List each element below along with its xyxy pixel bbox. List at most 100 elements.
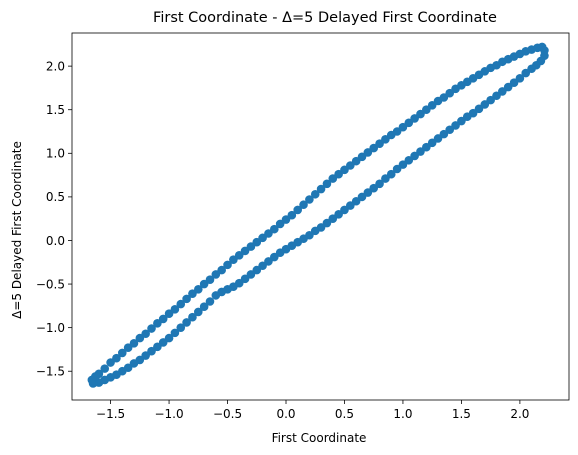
data-point — [246, 270, 256, 279]
data-point — [176, 323, 186, 332]
data-point — [164, 309, 174, 319]
data-point — [462, 112, 472, 121]
data-point — [310, 189, 320, 199]
data-point — [106, 358, 115, 367]
data-point — [509, 78, 519, 87]
data-point — [252, 265, 262, 275]
y-tick-label: 0.5 — [46, 190, 65, 204]
x-tick-label: −0.5 — [213, 407, 242, 421]
data-point — [129, 339, 139, 348]
data-points — [87, 42, 549, 388]
data-point — [141, 329, 150, 339]
data-point — [381, 174, 390, 183]
data-point — [422, 105, 431, 115]
data-point — [334, 169, 343, 179]
data-point — [223, 260, 232, 270]
data-point — [299, 200, 308, 210]
data-point — [270, 252, 279, 262]
x-tick-label: 2.0 — [510, 407, 529, 421]
x-tick-label: 0.0 — [276, 407, 295, 421]
data-point — [176, 299, 186, 309]
data-point — [445, 125, 455, 135]
data-point — [293, 205, 303, 215]
y-tick-label: −0.5 — [36, 277, 65, 291]
x-tick-label: −1.0 — [154, 407, 183, 421]
data-point — [112, 353, 121, 363]
data-point — [369, 143, 379, 153]
data-point — [351, 196, 361, 206]
data-point — [252, 237, 262, 247]
x-axis-label: First Coordinate — [272, 431, 367, 445]
data-point — [416, 109, 425, 119]
data-point — [503, 82, 513, 92]
data-point — [270, 224, 279, 234]
data-point — [392, 164, 402, 174]
data-point — [123, 343, 133, 353]
data-point — [240, 274, 250, 284]
data-point — [404, 155, 414, 165]
data-point — [117, 348, 127, 358]
data-point — [281, 215, 291, 224]
data-point — [188, 289, 197, 298]
data-point — [410, 151, 419, 161]
data-point — [205, 297, 215, 306]
data-point — [182, 294, 191, 304]
y-axis-label: Δ=5 Delayed First Coordinate — [10, 141, 24, 319]
data-point — [316, 184, 326, 194]
data-point — [205, 275, 215, 285]
data-point — [199, 302, 209, 312]
data-point — [474, 104, 484, 114]
data-point — [188, 312, 197, 322]
data-point — [357, 152, 367, 162]
chart-title: First Coordinate - Δ=5 Delayed First Coo… — [153, 10, 497, 26]
data-point — [100, 364, 110, 373]
y-tick-label: −1.0 — [36, 321, 65, 335]
data-point — [404, 118, 414, 128]
y-tick-label: 2.0 — [46, 59, 65, 73]
data-point — [91, 372, 100, 381]
data-point — [258, 261, 267, 271]
data-point — [439, 93, 449, 102]
x-tick-label: 1.0 — [393, 407, 412, 421]
data-point — [492, 91, 501, 101]
data-point — [264, 229, 273, 238]
y-tick-label: −1.5 — [36, 365, 65, 379]
data-point — [135, 333, 145, 343]
data-point — [375, 179, 384, 189]
data-point — [275, 248, 285, 257]
data-point — [480, 100, 490, 109]
y-tick-label: 1.5 — [46, 103, 65, 117]
x-axis-ticks: −1.5 −1.0 −0.5 0.0 0.5 1.0 1.5 2.0 — [96, 400, 529, 421]
data-point — [129, 359, 139, 368]
data-point — [433, 134, 443, 143]
data-point — [287, 210, 297, 220]
data-point — [322, 179, 332, 189]
data-point — [486, 95, 495, 105]
data-point — [211, 270, 221, 279]
x-tick-label: 0.5 — [335, 407, 354, 421]
data-point — [340, 165, 349, 175]
plot-area-frame — [71, 32, 570, 401]
data-point — [211, 291, 221, 300]
data-point — [217, 265, 226, 275]
data-point — [170, 328, 180, 338]
data-point — [182, 318, 191, 327]
data-point — [141, 351, 150, 360]
data-point — [346, 161, 355, 170]
data-point — [199, 279, 209, 289]
data-point — [158, 314, 168, 324]
data-point — [410, 114, 419, 123]
y-tick-label: 1.0 — [46, 147, 65, 161]
y-tick-label: 0.0 — [46, 234, 65, 248]
data-point — [153, 318, 162, 328]
data-point — [445, 88, 455, 98]
data-point — [439, 129, 449, 139]
data-point — [398, 122, 408, 132]
data-point — [363, 188, 373, 197]
data-point — [381, 135, 390, 144]
data-point — [164, 333, 174, 343]
data-point — [340, 205, 349, 215]
data-point — [246, 242, 256, 251]
data-point — [194, 307, 203, 317]
data-point — [264, 257, 273, 266]
